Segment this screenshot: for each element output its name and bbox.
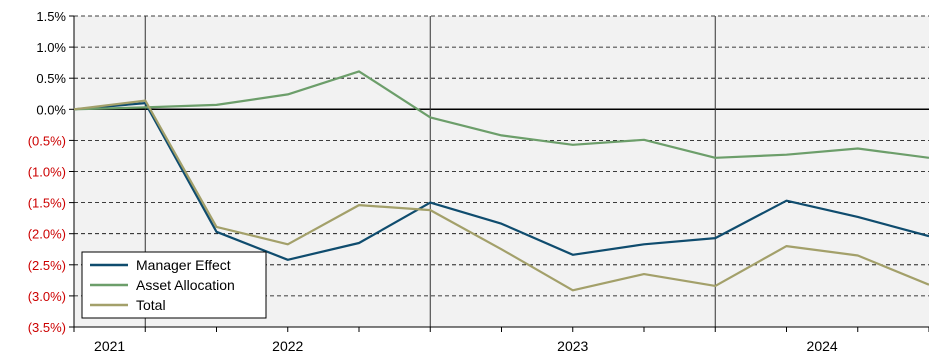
series-line-asset-allocation (73, 70, 929, 159)
y-tick-label: (3.5%) (28, 320, 66, 335)
y-tick-label: 0.0% (36, 102, 66, 117)
legend-label: Total (136, 297, 166, 313)
series-line-manager-effect (73, 101, 929, 261)
legend-label: Asset Allocation (136, 277, 235, 293)
y-tick-label: 1.0% (36, 40, 66, 55)
x-tick-label: 2024 (807, 338, 838, 354)
y-tick-label: (1.0%) (28, 165, 66, 180)
x-tick-label: 2023 (557, 338, 588, 354)
series-line-total (73, 99, 929, 292)
y-tick-label: (3.0%) (28, 289, 66, 304)
y-tick-label: (2.5%) (28, 258, 66, 273)
y-tick-label: 0.5% (36, 71, 66, 86)
x-tick-label: 2021 (94, 338, 125, 354)
series-lines (73, 70, 929, 292)
legend-label: Manager Effect (136, 257, 231, 273)
y-tick-label: 1.5% (36, 9, 66, 24)
y-tick-label: (1.5%) (28, 196, 66, 211)
x-tick-label: 2022 (272, 338, 303, 354)
x-axis: 2021 2022 2023 2024 (73, 326, 929, 354)
y-axis: 1.5% 1.0% 0.5% 0.0% (0.5%) (1.0%) (1.5%) (2.0%)… (28, 9, 75, 335)
y-tick-label: (0.5%) (28, 133, 66, 148)
y-tick-label: (2.0%) (28, 227, 66, 242)
legend: Manager Effect Asset Allocation Total (81, 251, 267, 319)
